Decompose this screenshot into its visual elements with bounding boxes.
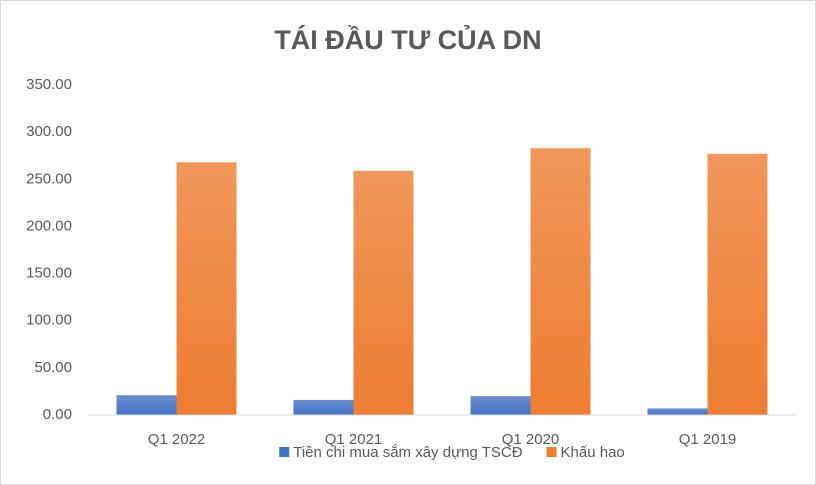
- bar: [176, 162, 237, 415]
- y-tick-label: 150.00: [26, 265, 72, 282]
- y-tick-label: 100.00: [26, 312, 72, 329]
- y-tick-label: 300.00: [26, 123, 72, 140]
- x-tick-label: Q1 2019: [679, 431, 737, 448]
- legend: Tiền chi mua sắm xây dựng TSCĐ Khấu hao: [279, 444, 625, 461]
- bar: [470, 396, 531, 415]
- legend-label: Tiền chi mua sắm xây dựng TSCĐ: [293, 444, 522, 461]
- chart-title: TÁI ĐẦU TƯ CỦA DN: [274, 23, 541, 55]
- x-tick-label: Q1 2020: [502, 431, 560, 448]
- bar: [707, 153, 768, 416]
- y-tick-label: 50.00: [34, 359, 72, 376]
- y-tick-label: 250.00: [26, 170, 72, 187]
- legend-swatch: [279, 447, 290, 457]
- x-tick-label: Q1 2021: [325, 431, 383, 448]
- bar: [293, 399, 354, 415]
- bar: [530, 148, 591, 415]
- bar: [647, 408, 708, 415]
- x-tick-label: Q1 2022: [148, 431, 206, 448]
- y-tick-label: 350.00: [26, 76, 72, 93]
- bar: [116, 395, 177, 415]
- y-tick-label: 200.00: [26, 217, 72, 234]
- legend-swatch: [546, 447, 557, 457]
- bar: [353, 170, 414, 415]
- legend-label: Khấu hao: [561, 444, 625, 461]
- y-tick-label: 0.00: [43, 406, 72, 423]
